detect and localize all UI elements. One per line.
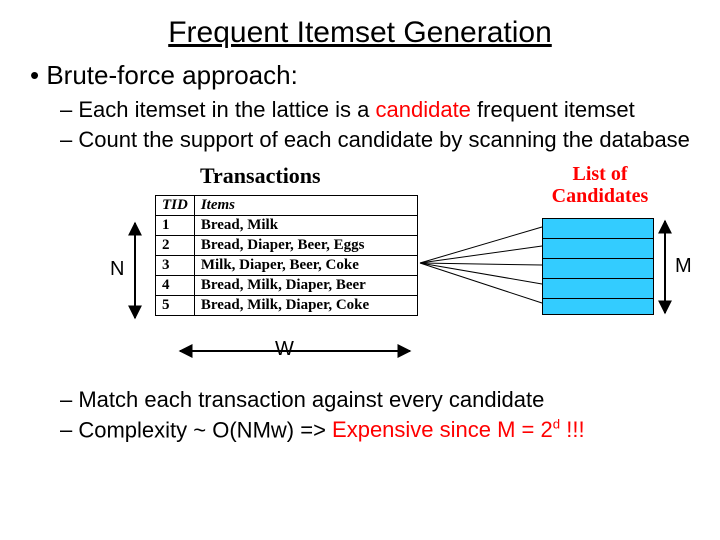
cell-items: Bread, Milk, Diaper, Beer: [194, 276, 417, 296]
candidate-row: [543, 299, 653, 318]
transactions-title: Transactions: [200, 163, 321, 189]
cell-items: Bread, Diaper, Beer, Eggs: [194, 236, 417, 256]
table-row: 2Bread, Diaper, Beer, Eggs: [156, 236, 418, 256]
table-row: 1Bread, Milk: [156, 216, 418, 236]
cell-tid: 1: [156, 216, 195, 236]
cell-tid: 3: [156, 256, 195, 276]
cell-items: Bread, Milk, Diaper, Coke: [194, 296, 417, 316]
table-row: 4Bread, Milk, Diaper, Beer: [156, 276, 418, 296]
w-label: W: [275, 338, 294, 361]
n-label: N: [110, 258, 124, 281]
bullet-candidate: Each itemset in the lattice is a candida…: [60, 97, 690, 123]
table-row: 3Milk, Diaper, Beer, Coke: [156, 256, 418, 276]
candidate-list-box: [542, 218, 654, 315]
candidate-row: [543, 259, 653, 279]
b2a-pre: Each itemset in the lattice is a: [78, 97, 375, 122]
candidate-row: [543, 279, 653, 299]
table-row: 5Bread, Milk, Diaper, Coke: [156, 296, 418, 316]
cell-tid: 5: [156, 296, 195, 316]
bullet-brute-force: Brute-force approach:: [30, 60, 690, 91]
candidates-title: List of Candidates: [530, 163, 670, 207]
table-header-row: TID Items: [156, 196, 418, 216]
cell-items: Milk, Diaper, Beer, Coke: [194, 256, 417, 276]
m-label: M: [675, 255, 692, 278]
b2a-red: candidate: [376, 97, 471, 122]
b2d-red: Expensive since M = 2d !!!: [332, 417, 585, 442]
transactions-table: TID Items 1Bread, Milk 2Bread, Diaper, B…: [155, 195, 418, 316]
b2d-red-pre: Expensive since M = 2: [332, 417, 553, 442]
bullet-complexity: Complexity ~ O(NMw) => Expensive since M…: [60, 417, 690, 443]
th-items: Items: [194, 196, 417, 216]
candidate-row: [543, 239, 653, 259]
bullet-match: Match each transaction against every can…: [60, 387, 690, 413]
cell-tid: 4: [156, 276, 195, 296]
b2d-pre: Complexity ~ O(NMw) =>: [78, 417, 332, 442]
figure: Transactions List of Candidates TID Item…: [50, 163, 690, 383]
cell-items: Bread, Milk: [194, 216, 417, 236]
candidate-row: [543, 219, 653, 239]
b2d-sup: d: [553, 417, 560, 432]
th-tid: TID: [156, 196, 195, 216]
bullet-count-support: Count the support of each candidate by s…: [60, 127, 690, 153]
b2a-post: frequent itemset: [471, 97, 635, 122]
b2d-red-post: !!!: [560, 417, 584, 442]
cell-tid: 2: [156, 236, 195, 256]
slide-title: Frequent Itemset Generation: [30, 16, 690, 50]
